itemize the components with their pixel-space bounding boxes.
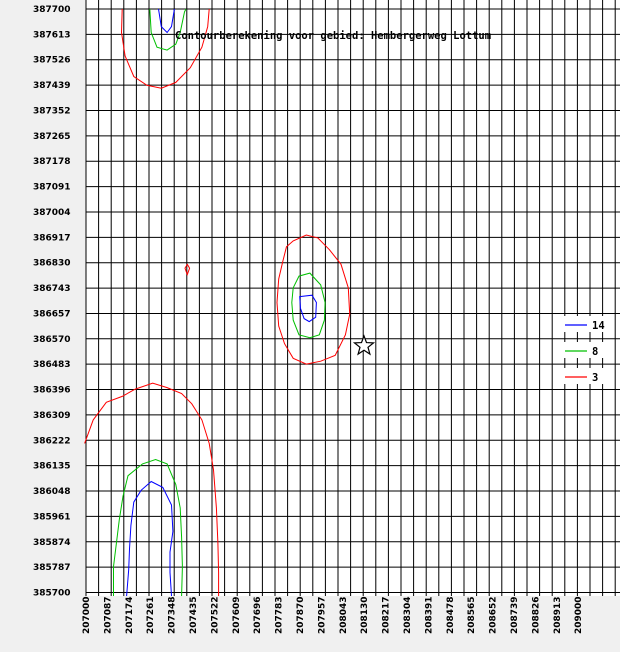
legend-label: 3 <box>592 372 598 384</box>
contour-line-level-8 <box>149 8 187 51</box>
legend-label: 8 <box>592 346 598 358</box>
x-tick-label: 208826 <box>531 596 541 634</box>
legend-item-background <box>563 316 611 332</box>
legend: 14 8 3 <box>563 316 611 384</box>
x-tick-label: 208652 <box>489 596 499 634</box>
x-tick-label: 207174 <box>125 596 135 634</box>
y-tick-label: 386135 <box>33 462 71 472</box>
y-tick-label: 386570 <box>33 335 71 345</box>
y-tick-label: 387265 <box>33 132 71 142</box>
y-tick-label: 385787 <box>33 563 71 573</box>
x-tick-label: 208043 <box>339 596 349 634</box>
star-icon <box>352 334 376 356</box>
contour-line-level-3 <box>276 234 351 365</box>
y-tick-label: 387178 <box>33 157 71 167</box>
contour-line-level-8 <box>113 458 183 597</box>
x-tick-label: 207870 <box>296 596 306 634</box>
contour-line-level-14 <box>126 480 174 597</box>
x-tick-label: 207000 <box>82 596 92 634</box>
y-tick-label: 386917 <box>33 233 71 243</box>
contour-line-level-3 <box>120 8 210 89</box>
y-tick-label: 386222 <box>33 436 71 446</box>
x-tick-label: 208565 <box>467 596 477 634</box>
x-tick-label: 207087 <box>103 596 113 634</box>
legend-item-background <box>563 342 611 358</box>
x-tick-label: 208217 <box>382 596 392 634</box>
contour-line-level-3 <box>84 382 220 596</box>
legend-label: 14 <box>592 320 605 332</box>
x-tick-label: 207696 <box>253 596 263 634</box>
chart-title: Contourberekening voor gebied: Hemberger… <box>175 30 491 42</box>
contour-line-level-14 <box>158 8 175 34</box>
y-tick-label: 386309 <box>33 411 71 421</box>
x-tick-label: 207522 <box>210 596 220 634</box>
y-tick-label: 387091 <box>33 183 71 193</box>
y-tick-label: 385874 <box>33 538 71 548</box>
star-marker <box>352 334 376 356</box>
x-tick-label: 207435 <box>189 596 199 634</box>
y-tick-label: 386830 <box>33 259 71 269</box>
y-tick-label: 386396 <box>33 386 71 396</box>
plot-background <box>86 0 620 596</box>
contour-lines <box>84 8 351 597</box>
x-tick-label: 207783 <box>275 596 285 634</box>
y-tick-label: 387004 <box>33 208 71 218</box>
y-tick-label: 386483 <box>33 360 71 370</box>
x-tick-label: 208739 <box>510 596 520 634</box>
x-tick-label: 207609 <box>232 596 242 634</box>
y-tick-label: 387613 <box>33 30 71 40</box>
x-tick-label: 208913 <box>553 596 563 634</box>
x-tick-label: 207348 <box>168 596 178 634</box>
y-tick-label: 386048 <box>33 487 71 497</box>
contour-line-level-8 <box>291 272 326 339</box>
y-axis-ticks: 387700 387613 387526 387439 387352 387265 3871… <box>33 5 71 599</box>
x-tick-label: 208391 <box>424 596 434 634</box>
grid <box>85 0 620 596</box>
x-tick-label: 207957 <box>317 596 327 634</box>
y-tick-label: 385700 <box>33 589 71 599</box>
x-tick-label: 208304 <box>403 596 413 634</box>
y-tick-label: 386743 <box>33 284 71 294</box>
y-tick-label: 387526 <box>33 56 71 66</box>
y-tick-label: 387439 <box>33 81 71 91</box>
contour-line-level-3 <box>184 263 191 277</box>
legend-item-background <box>563 368 611 384</box>
y-tick-label: 385961 <box>33 512 71 522</box>
x-tick-label: 209000 <box>574 596 584 634</box>
x-tick-label: 208130 <box>360 596 370 634</box>
contour-line-level-14 <box>299 294 317 323</box>
y-tick-label: 387352 <box>33 106 71 116</box>
x-tick-label: 208478 <box>446 596 456 634</box>
y-tick-label: 386657 <box>33 309 71 319</box>
x-axis-ticks: 207000 207087 207174 207261 207348 207435 2075… <box>82 596 584 634</box>
x-tick-label: 207261 <box>146 596 156 634</box>
y-tick-label: 387700 <box>33 5 71 15</box>
